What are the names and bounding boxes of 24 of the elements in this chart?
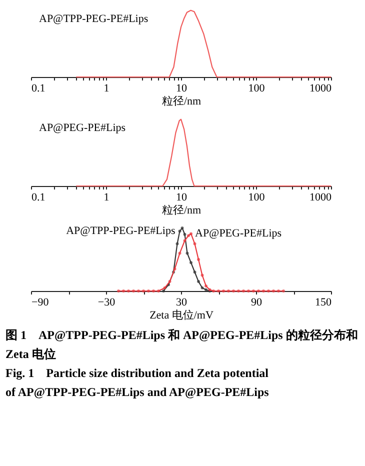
x-axis-title: 粒径/nm — [162, 96, 202, 108]
x-tick-label: 150 — [315, 296, 332, 308]
caption: 图 1 AP@TPP-PEG-PE#Lips 和 AP@PEG-PE#Lips 的粒径分布和 Zeta 电位 — [6, 328, 358, 361]
x-tick-label: 100 — [248, 82, 266, 94]
x-axis-title: Zeta 电位/mV — [150, 308, 214, 322]
x-tick-label: −30 — [98, 296, 116, 308]
x-axis-title: 粒径/nm — [162, 204, 202, 216]
x-tick-label: 100 — [248, 192, 266, 204]
x-tick-label: 1 — [104, 192, 110, 204]
x-tick-label: 1000 — [310, 82, 332, 94]
x-tick-label: 1 — [104, 82, 110, 94]
x-tick-label: 30 — [176, 296, 188, 308]
series-label: AP@PEG-PE#Lips — [195, 228, 282, 240]
text: AP@TPP-PEG-PE#Lips — [39, 13, 148, 25]
series-label: AP@TPP-PEG-PE#Lips — [66, 225, 176, 238]
x-tick-label: 0.1 — [32, 192, 46, 204]
x-tick-label: 1000 — [310, 192, 332, 204]
x-tick-label: 0.1 — [32, 82, 46, 94]
x-tick-label: 10 — [176, 192, 188, 204]
x-tick-label: −90 — [32, 296, 50, 308]
caption: Fig. 1 Particle size distribution and Zeta potential of AP@TPP-PEG-PE#Lips and AP@PEG-PE#Lips — [6, 366, 270, 399]
x-tick-label: 90 — [251, 296, 262, 308]
x-tick-label: 10 — [176, 82, 188, 94]
text: AP@PEG-PE#Lips — [39, 122, 126, 134]
